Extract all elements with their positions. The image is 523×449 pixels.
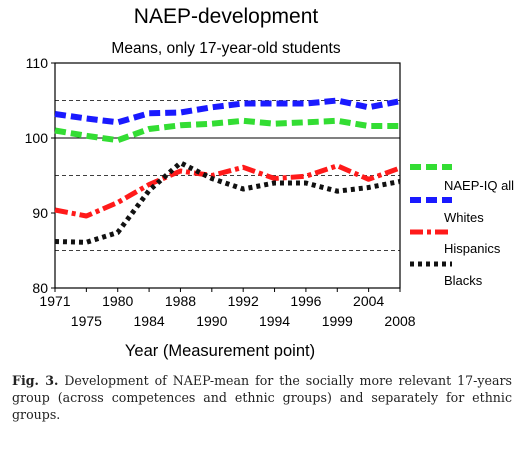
series-lines	[54, 97, 401, 245]
x-tick-label: 1999	[322, 313, 353, 329]
x-tick-label: 1984	[134, 313, 165, 329]
legend: NAEP-IQ all Whites Hispanics Blacks	[410, 164, 514, 288]
caption-label: Fig. 3.	[12, 373, 59, 388]
figure-caption: Fig. 3. Development of NAEP-mean for the…	[12, 372, 512, 423]
y-tick-label: 110	[26, 55, 49, 71]
chart-title: NAEP-development	[134, 5, 319, 28]
legend-label: Blacks	[444, 273, 483, 288]
x-tick-label: 1988	[165, 293, 196, 309]
caption-text: Development of NAEP-mean for the sociall…	[12, 373, 512, 422]
x-axis: 1971197519801984198819901992199419961999…	[39, 288, 416, 329]
y-tick-label: 80	[32, 280, 48, 296]
x-tick-label: 1975	[71, 313, 102, 329]
y-tick-label: 100	[25, 130, 49, 146]
x-tick-label: 1994	[259, 313, 290, 329]
x-tick-label: 1992	[228, 293, 259, 309]
x-tick-label: 2008	[384, 313, 415, 329]
x-tick-label: 1971	[39, 293, 70, 309]
series-line	[54, 163, 401, 219]
legend-label: Whites	[444, 210, 484, 225]
y-axis: 80 90 100 110	[25, 55, 55, 296]
x-tick-label: 1980	[102, 293, 133, 309]
chart-subtitle: Means, only 17-year-old students	[111, 40, 340, 57]
legend-label: Hispanics	[444, 241, 501, 256]
x-tick-label: 1990	[196, 313, 227, 329]
y-tick-label: 90	[32, 205, 48, 221]
x-axis-label: Year (Measurement point)	[125, 342, 315, 360]
legend-label: NAEP-IQ all	[444, 178, 514, 193]
chart: NAEP-development Means, only 17-year-old…	[25, 5, 515, 360]
series-line	[54, 160, 401, 245]
x-tick-label: 1996	[290, 293, 321, 309]
series-line	[54, 117, 400, 144]
series-line	[54, 97, 401, 126]
x-tick-label: 2004	[353, 293, 384, 309]
